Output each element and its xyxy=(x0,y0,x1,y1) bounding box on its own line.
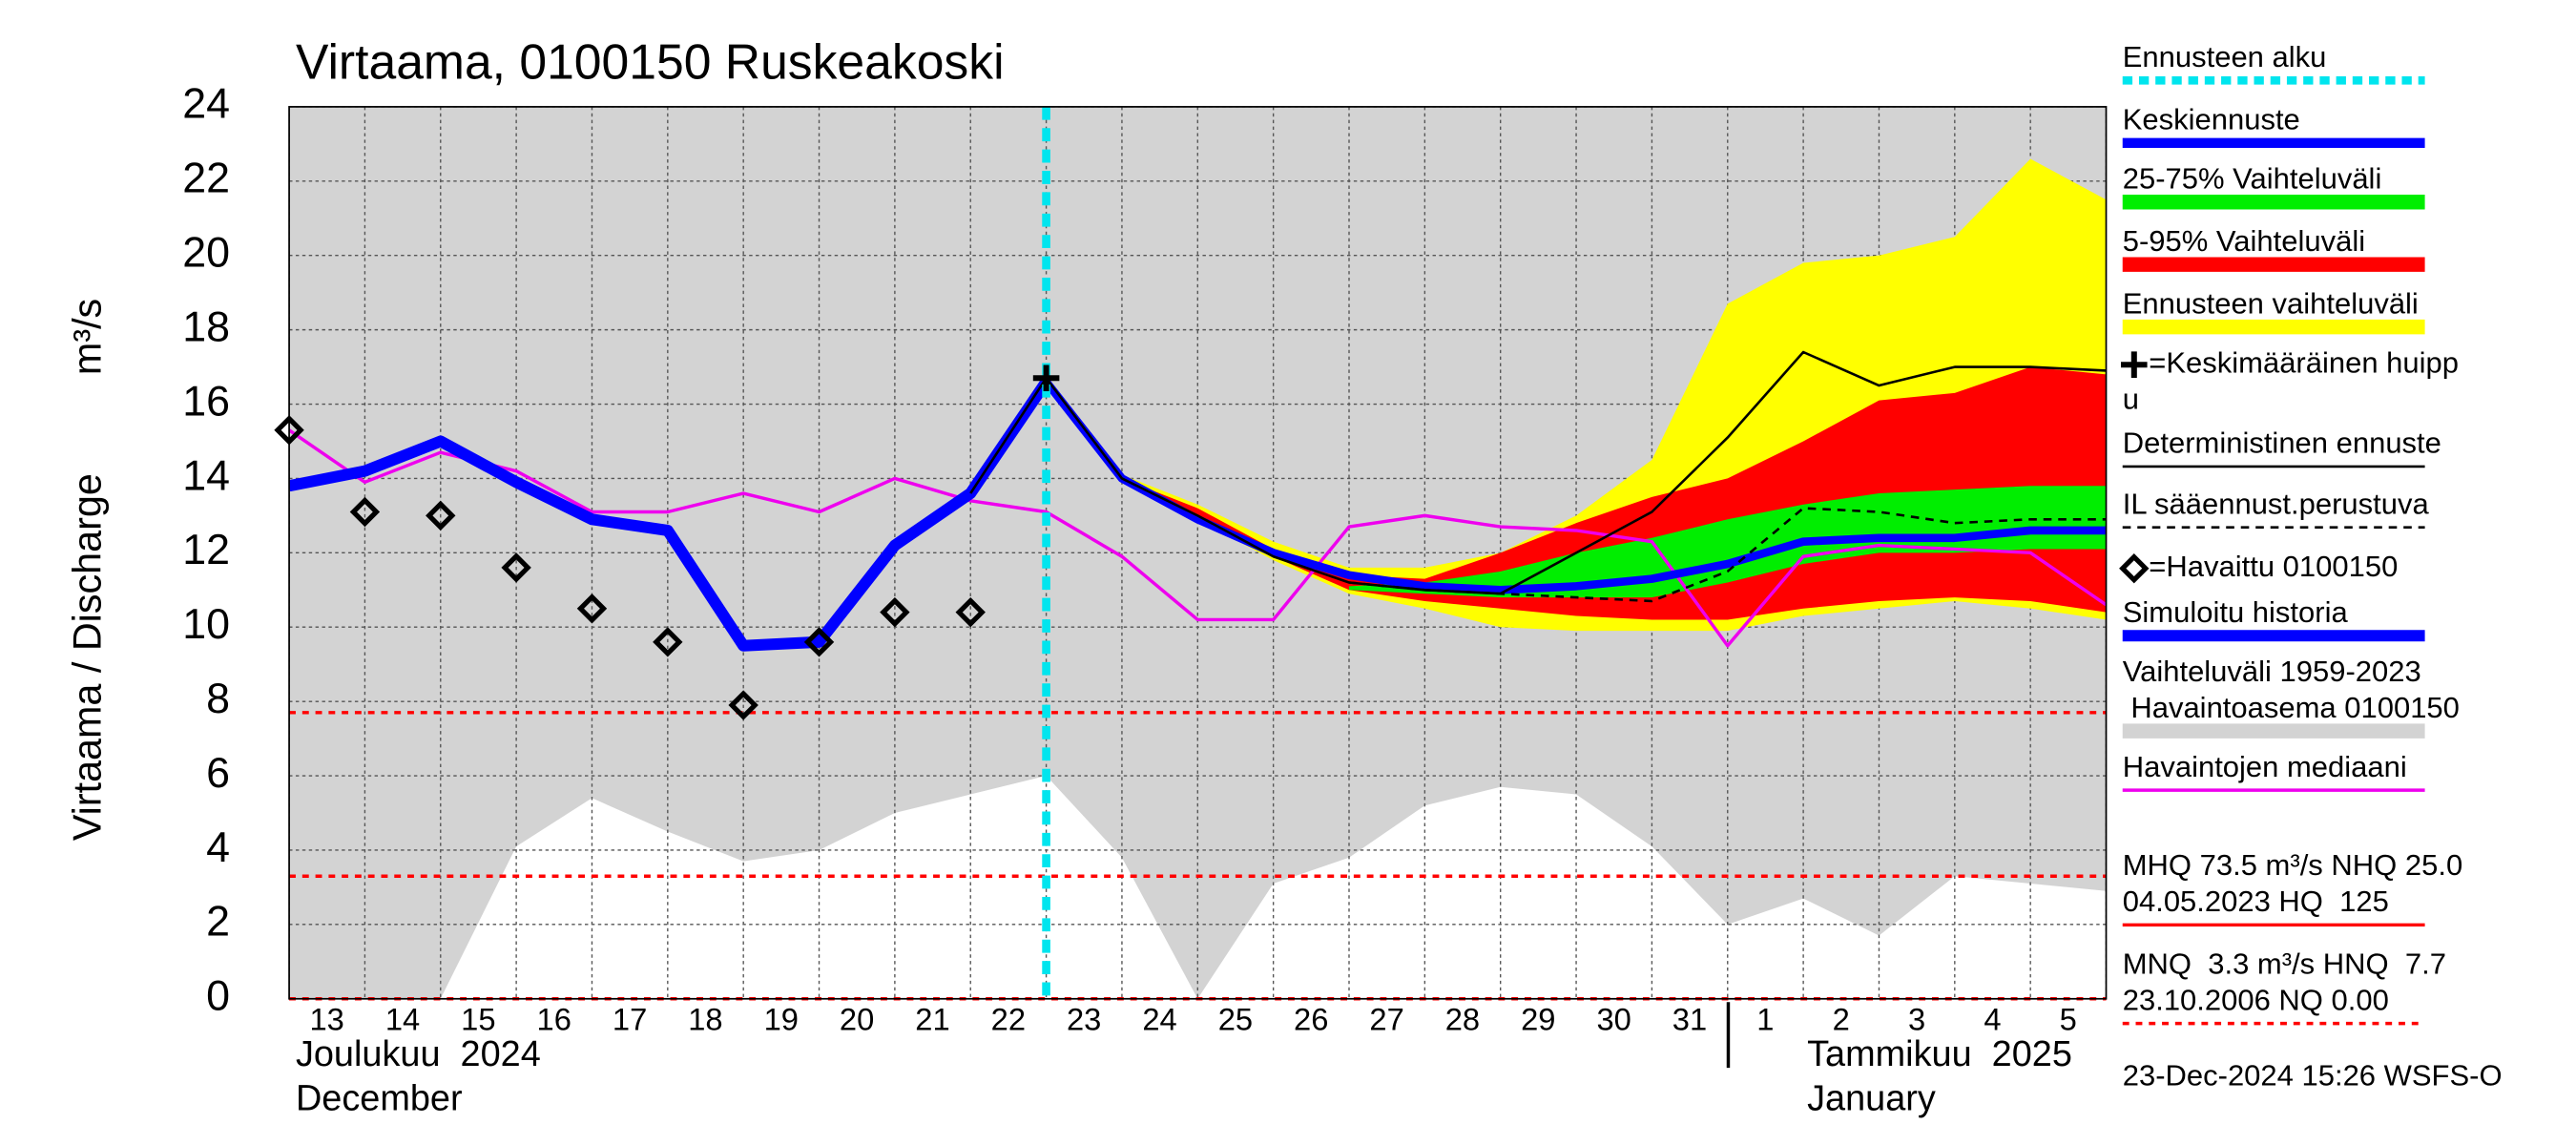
marker-diamond xyxy=(955,596,986,628)
series-line xyxy=(969,350,2107,595)
legend-label: =Keskimääräinen huipp xyxy=(2149,345,2459,379)
month-label: December xyxy=(296,1079,463,1119)
series-line xyxy=(1348,507,2107,603)
marker-diamond xyxy=(501,552,531,583)
x-tick-label: 1 xyxy=(1756,1002,1774,1037)
x-tick-label: 30 xyxy=(1596,1002,1631,1037)
marker-diamond xyxy=(880,596,910,628)
x-tick-label: 28 xyxy=(1445,1002,1480,1037)
marker-diamond xyxy=(803,627,835,657)
legend-label: 04.05.2023 HQ 125 xyxy=(2123,885,2389,918)
marker-diamond xyxy=(349,496,381,528)
legend-label: u xyxy=(2123,382,2139,415)
marker-plus xyxy=(1032,364,1060,392)
legend-label: Ennusteen alku xyxy=(2123,40,2327,73)
legend-label: IL sääennust.perustuva xyxy=(2123,487,2430,520)
legend-label: MNQ 3.3 m³/s HNQ 7.7 xyxy=(2123,947,2446,981)
y-tick-label: 10 xyxy=(182,600,230,648)
x-tick-label: 22 xyxy=(991,1002,1026,1037)
x-tick-label: 19 xyxy=(764,1002,799,1037)
legend-label: Havaintojen mediaani xyxy=(2123,750,2407,783)
series-layer xyxy=(289,106,2107,999)
month-label: January xyxy=(1807,1079,1936,1119)
month-label: Joulukuu 2024 xyxy=(296,1034,541,1074)
legend-label: Simuloitu historia xyxy=(2123,595,2349,629)
x-tick-label: 31 xyxy=(1672,1002,1707,1037)
legend-label: Ennusteen vaihteluväli xyxy=(2123,286,2419,320)
y-axis-unit: m³/s xyxy=(66,299,110,375)
x-tick-label: 29 xyxy=(1521,1002,1555,1037)
x-tick-label: 25 xyxy=(1218,1002,1253,1037)
chart-title: Virtaama, 0100150 Ruskeakoski xyxy=(296,34,1005,90)
x-tick-label: 27 xyxy=(1369,1002,1403,1037)
y-tick-label: 4 xyxy=(206,823,230,871)
marker-diamond xyxy=(576,593,608,624)
series-line xyxy=(289,428,2107,648)
x-tick-label: 26 xyxy=(1294,1002,1328,1037)
x-tick-label: 2 xyxy=(1833,1002,1850,1037)
month-label: Tammikuu 2025 xyxy=(1807,1034,2072,1074)
marker-diamond xyxy=(426,500,456,531)
y-tick-label: 0 xyxy=(206,972,230,1020)
y-tick-label: 18 xyxy=(182,302,230,350)
y-tick-label: 8 xyxy=(206,675,230,722)
band xyxy=(1121,366,2107,620)
x-tick-label: 5 xyxy=(2060,1002,2077,1037)
x-tick-label: 17 xyxy=(613,1002,647,1037)
timestamp: 23-Dec-2024 15:26 WSFS-O xyxy=(2123,1059,2503,1093)
x-tick-label: 13 xyxy=(309,1002,343,1037)
legend-label: Keskiennuste xyxy=(2123,103,2300,136)
x-tick-label: 20 xyxy=(840,1002,874,1037)
x-tick-label: 15 xyxy=(461,1002,495,1037)
legend-label: Deterministinen ennuste xyxy=(2123,427,2441,460)
x-tick-label: 4 xyxy=(1984,1002,2001,1037)
x-tick-label: 21 xyxy=(915,1002,949,1037)
y-tick-label: 20 xyxy=(182,229,230,277)
y-tick-label: 16 xyxy=(182,377,230,425)
legend-label: Havaintoasema 0100150 xyxy=(2123,691,2460,724)
series-line xyxy=(289,378,1051,652)
legend-label: MHQ 73.5 m³/s NHQ 25.0 xyxy=(2123,848,2462,882)
y-tick-label: 12 xyxy=(182,526,230,573)
legend-label: Vaihteluväli 1959-2023 xyxy=(2123,655,2421,688)
legend-label: 5-95% Vaihteluväli xyxy=(2123,224,2365,258)
y-tick-label: 24 xyxy=(182,80,230,128)
marker-diamond xyxy=(653,627,683,657)
x-tick-label: 3 xyxy=(1908,1002,1925,1037)
x-tick-label: 24 xyxy=(1142,1002,1176,1037)
legend-label: 25-75% Vaihteluväli xyxy=(2123,162,2382,196)
y-tick-label: 6 xyxy=(206,749,230,797)
legend-label: =Havaittu 0100150 xyxy=(2149,550,2398,583)
legend-label: 23.10.2006 NQ 0.00 xyxy=(2123,983,2389,1016)
x-tick-label: 16 xyxy=(537,1002,571,1037)
y-tick-label: 22 xyxy=(182,155,230,202)
band xyxy=(1348,486,2107,598)
marker-plus xyxy=(2121,351,2148,378)
x-tick-label: 23 xyxy=(1067,1002,1101,1037)
plot-area xyxy=(274,106,2108,1001)
marker-diamond xyxy=(728,690,758,720)
y-tick-label: 14 xyxy=(182,451,230,499)
x-tick-label: 14 xyxy=(385,1002,420,1037)
y-tick-label: 2 xyxy=(206,898,230,946)
y-axis-label: Virtaama / Discharge xyxy=(66,473,110,841)
marker-diamond xyxy=(2119,552,2150,584)
plot-frame xyxy=(288,106,2108,1000)
x-tick-label: 18 xyxy=(688,1002,722,1037)
